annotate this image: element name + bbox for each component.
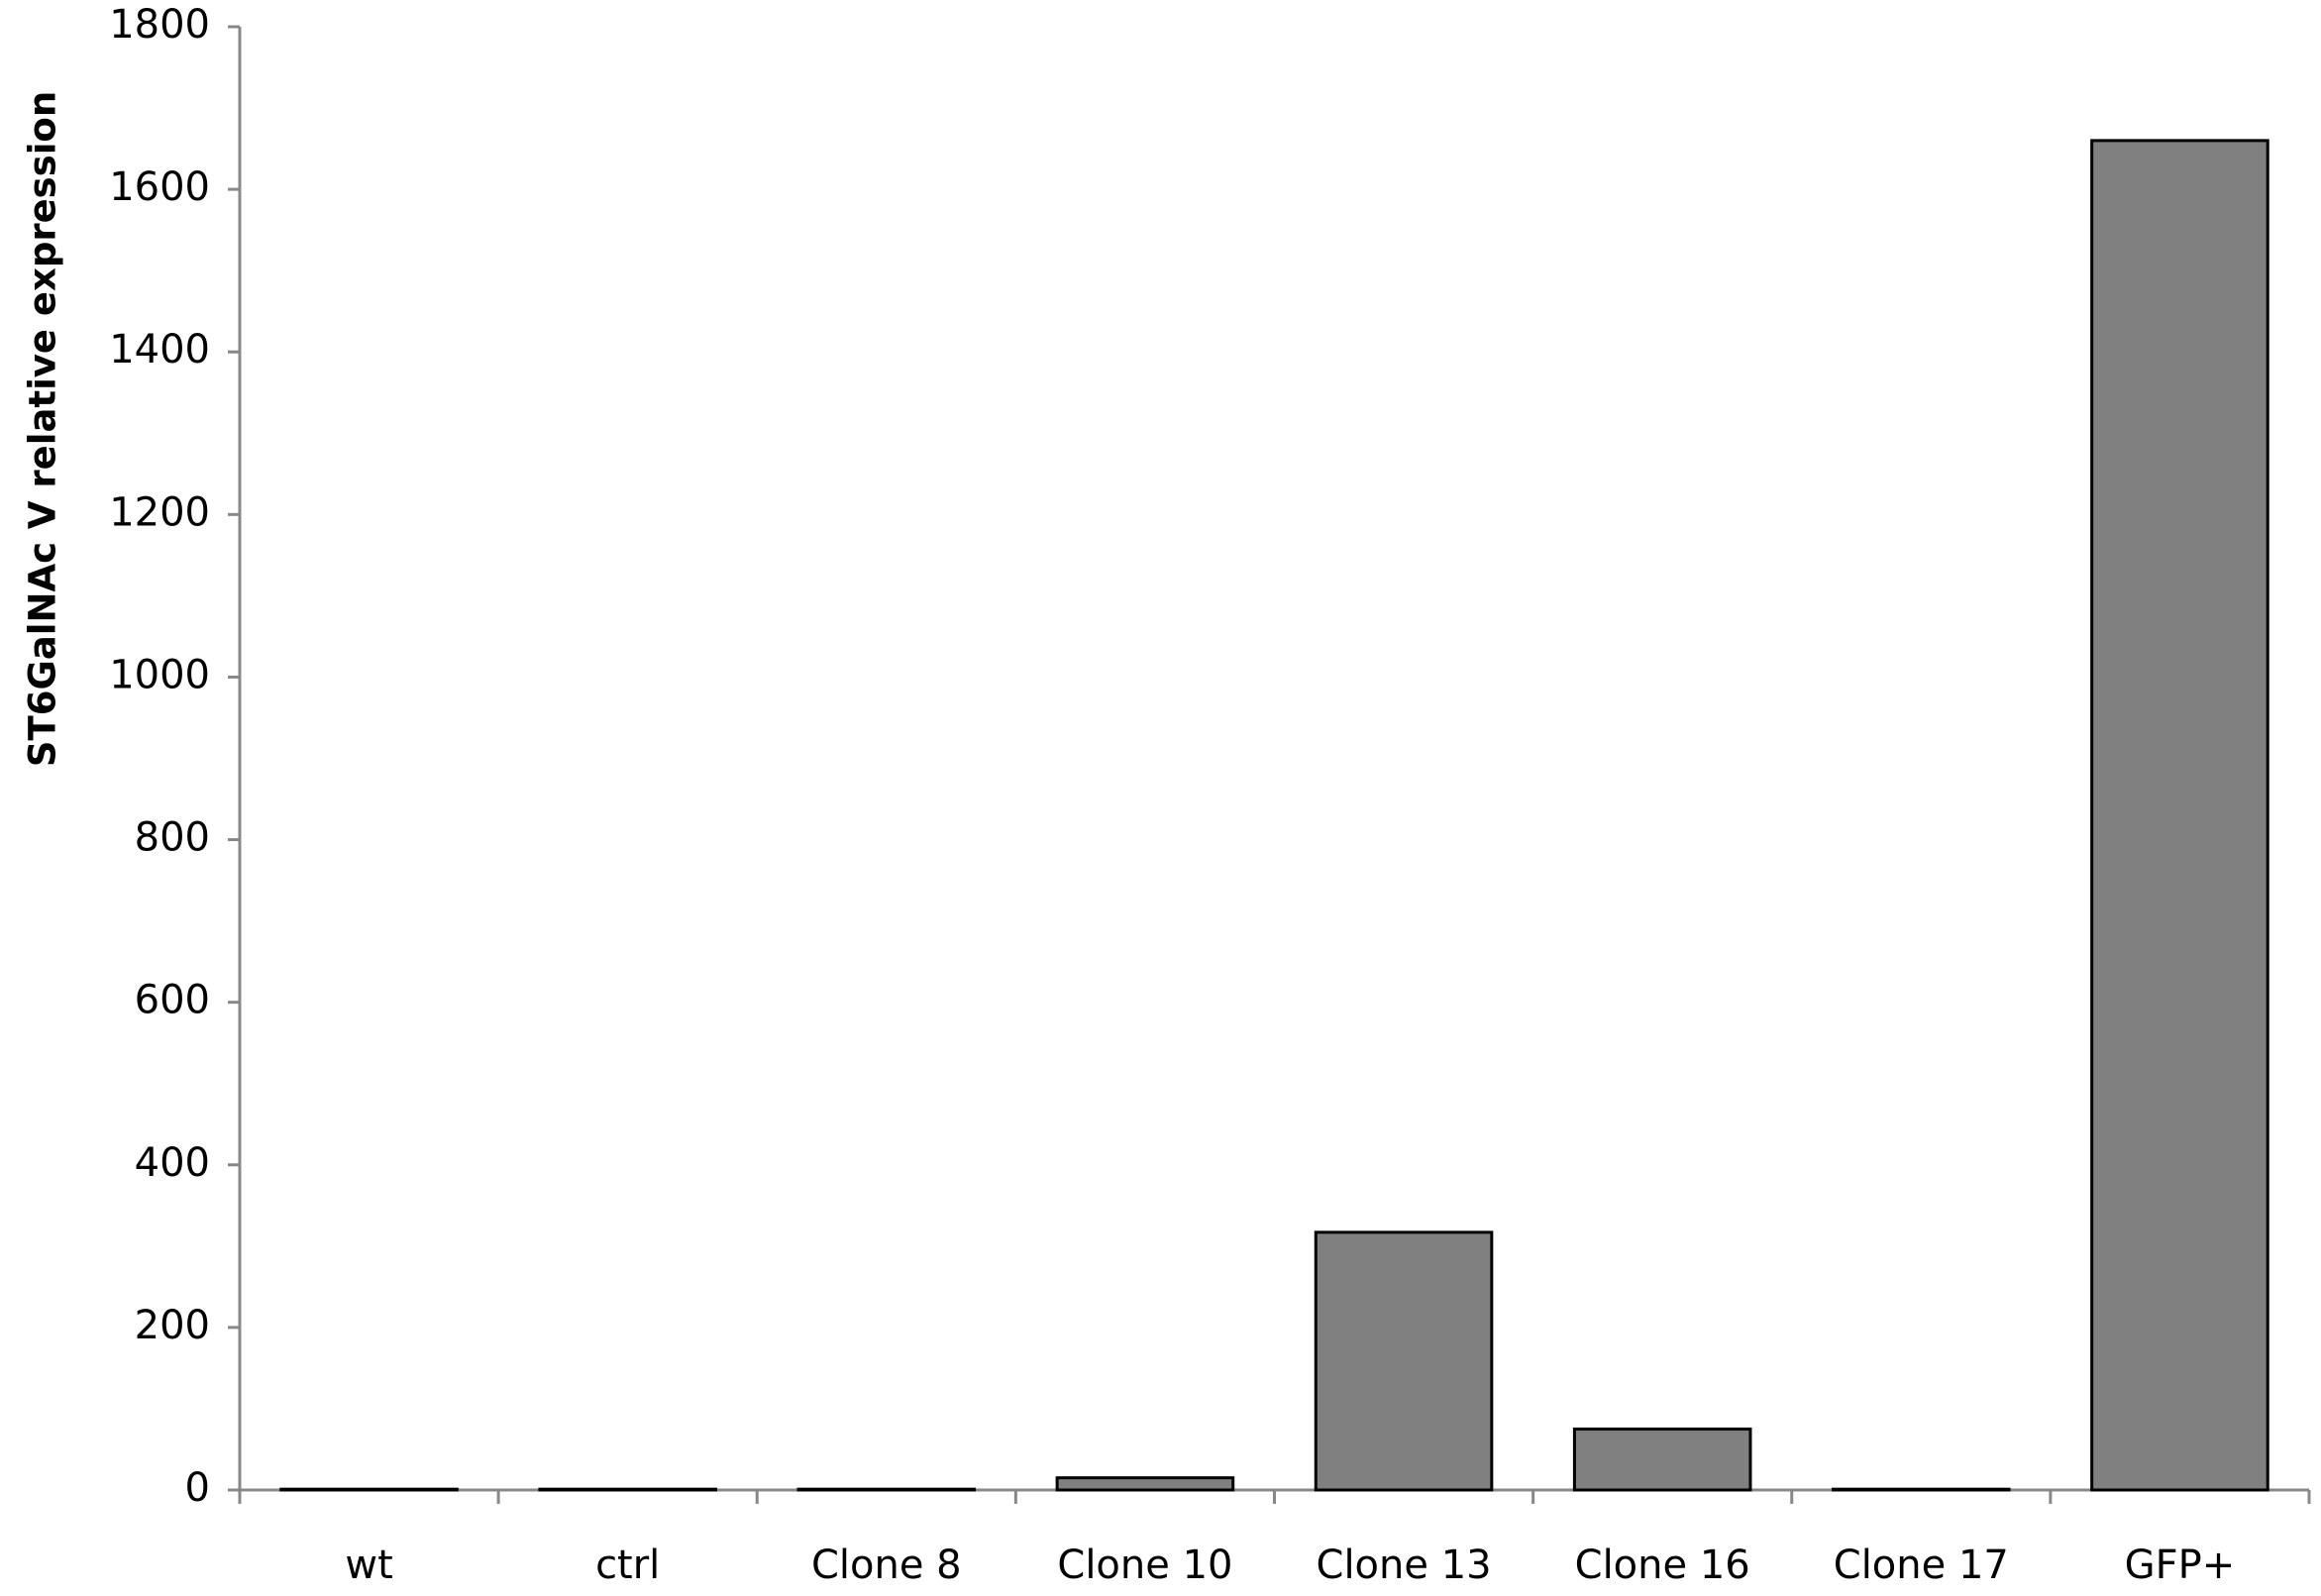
x-tick-label: Clone 17 xyxy=(1834,1543,2009,1588)
x-tick-label: ctrl xyxy=(595,1543,660,1588)
y-tick-label: 1400 xyxy=(109,327,210,372)
x-tick-label: Clone 10 xyxy=(1057,1543,1232,1588)
y-tick-label: 800 xyxy=(135,815,210,861)
x-tick-label: wt xyxy=(345,1543,392,1588)
bar xyxy=(1572,1427,1752,1492)
x-tick-label: Clone 13 xyxy=(1317,1543,1492,1588)
x-tick-label: GFP+ xyxy=(2125,1543,2236,1588)
y-tick-label: 1600 xyxy=(109,164,210,210)
x-tick-label: Clone 8 xyxy=(811,1543,962,1588)
y-tick-label: 200 xyxy=(135,1303,210,1348)
y-axis-label: ST6GalNAc V relative expression xyxy=(22,91,64,767)
bar xyxy=(1832,1487,2011,1492)
y-tick-label: 400 xyxy=(135,1140,210,1186)
bar xyxy=(279,1487,459,1492)
y-tick-label: 600 xyxy=(135,978,210,1023)
bar xyxy=(1055,1476,1235,1492)
y-tick-label: 1200 xyxy=(109,489,210,535)
y-tick-label: 1800 xyxy=(109,2,210,48)
y-tick-label: 1000 xyxy=(109,652,210,697)
bar xyxy=(538,1487,717,1492)
bar xyxy=(796,1487,977,1492)
bar xyxy=(1314,1230,1494,1492)
bar xyxy=(2090,139,2269,1492)
x-tick-label: Clone 16 xyxy=(1575,1543,1750,1588)
y-tick-label: 0 xyxy=(185,1465,210,1511)
